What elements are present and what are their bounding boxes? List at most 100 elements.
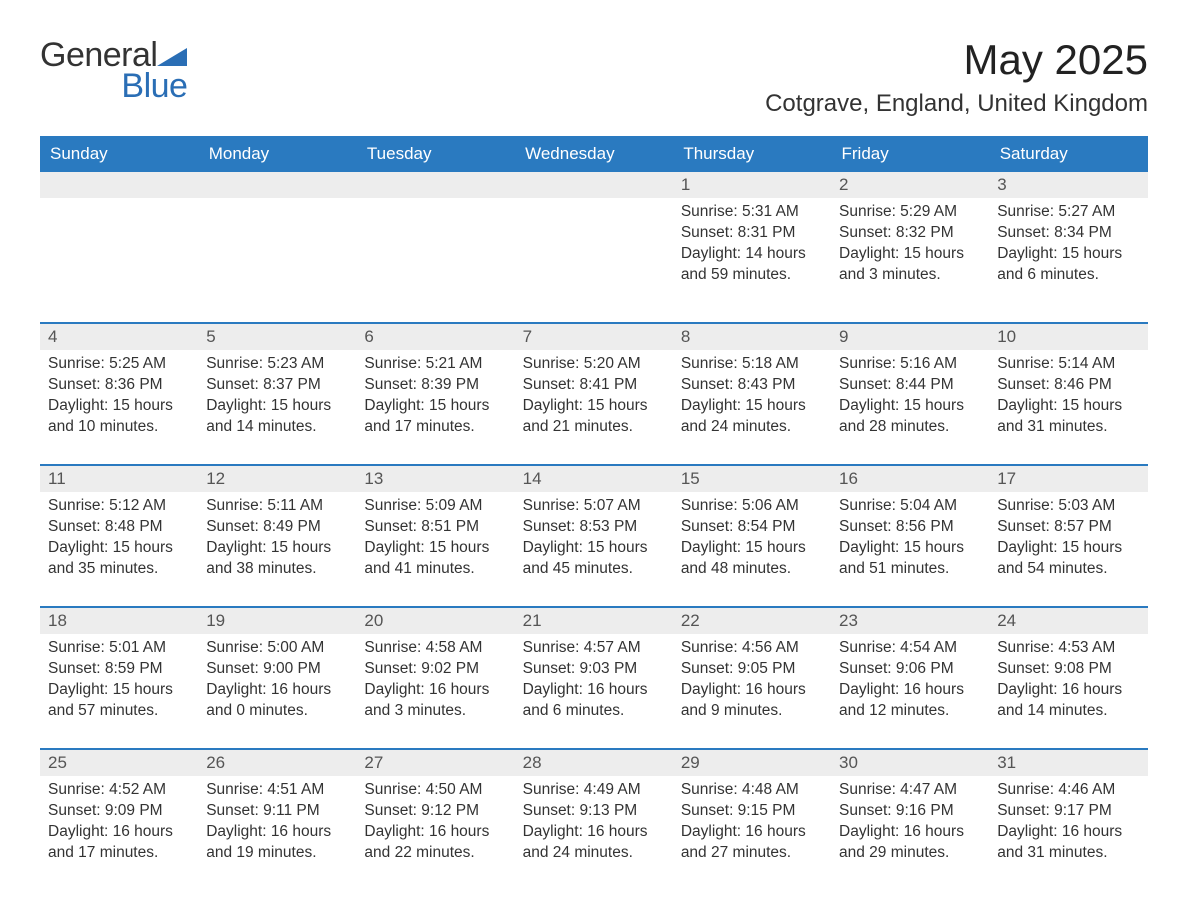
calendar-cell: 6Sunrise: 5:21 AMSunset: 8:39 PMDaylight… (356, 322, 514, 464)
calendar-row: 1Sunrise: 5:31 AMSunset: 8:31 PMDaylight… (40, 172, 1148, 322)
day-number-bar: 17 (989, 464, 1147, 492)
sunrise-line: Sunrise: 4:56 AM (681, 638, 823, 659)
sunset-line: Sunset: 8:51 PM (364, 517, 506, 538)
calendar-cell: 9Sunrise: 5:16 AMSunset: 8:44 PMDaylight… (831, 322, 989, 464)
sunset-line: Sunset: 9:09 PM (48, 801, 190, 822)
day-body: Sunrise: 5:18 AMSunset: 8:43 PMDaylight:… (673, 350, 831, 444)
sunrise-line: Sunrise: 5:16 AM (839, 354, 981, 375)
calendar-cell: 1Sunrise: 5:31 AMSunset: 8:31 PMDaylight… (673, 172, 831, 322)
daylight-line: Daylight: 15 hours and 17 minutes. (364, 396, 506, 438)
day-body: Sunrise: 4:49 AMSunset: 9:13 PMDaylight:… (515, 776, 673, 870)
daylight-line: Daylight: 15 hours and 54 minutes. (997, 538, 1139, 580)
sunset-line: Sunset: 9:06 PM (839, 659, 981, 680)
daylight-line: Daylight: 15 hours and 45 minutes. (523, 538, 665, 580)
day-body: Sunrise: 5:29 AMSunset: 8:32 PMDaylight:… (831, 198, 989, 292)
sunrise-line: Sunrise: 5:18 AM (681, 354, 823, 375)
day-number-bar: 26 (198, 748, 356, 776)
day-number-bar: 23 (831, 606, 989, 634)
sunset-line: Sunset: 8:46 PM (997, 375, 1139, 396)
daylight-line: Daylight: 15 hours and 28 minutes. (839, 396, 981, 438)
calendar-cell: 19Sunrise: 5:00 AMSunset: 9:00 PMDayligh… (198, 606, 356, 748)
sunset-line: Sunset: 8:53 PM (523, 517, 665, 538)
sunset-line: Sunset: 8:48 PM (48, 517, 190, 538)
day-number-bar: 6 (356, 322, 514, 350)
sunrise-line: Sunrise: 5:03 AM (997, 496, 1139, 517)
daylight-line: Daylight: 15 hours and 24 minutes. (681, 396, 823, 438)
sunrise-line: Sunrise: 5:25 AM (48, 354, 190, 375)
sunrise-line: Sunrise: 5:23 AM (206, 354, 348, 375)
sunrise-line: Sunrise: 4:52 AM (48, 780, 190, 801)
daylight-line: Daylight: 16 hours and 6 minutes. (523, 680, 665, 722)
daylight-line: Daylight: 15 hours and 3 minutes. (839, 244, 981, 286)
day-body: Sunrise: 5:04 AMSunset: 8:56 PMDaylight:… (831, 492, 989, 586)
sunset-line: Sunset: 9:15 PM (681, 801, 823, 822)
sunrise-line: Sunrise: 4:50 AM (364, 780, 506, 801)
weekday-header: Thursday (673, 136, 831, 172)
day-number-bar: 19 (198, 606, 356, 634)
daylight-line: Daylight: 15 hours and 21 minutes. (523, 396, 665, 438)
day-body: Sunrise: 5:09 AMSunset: 8:51 PMDaylight:… (356, 492, 514, 586)
day-body (356, 198, 514, 208)
daylight-line: Daylight: 15 hours and 6 minutes. (997, 244, 1139, 286)
sunrise-line: Sunrise: 5:09 AM (364, 496, 506, 517)
day-number-bar: 2 (831, 172, 989, 198)
daylight-line: Daylight: 15 hours and 31 minutes. (997, 396, 1139, 438)
daylight-line: Daylight: 16 hours and 22 minutes. (364, 822, 506, 864)
calendar-cell: 31Sunrise: 4:46 AMSunset: 9:17 PMDayligh… (989, 748, 1147, 890)
daylight-line: Daylight: 15 hours and 48 minutes. (681, 538, 823, 580)
weekday-header: Saturday (989, 136, 1147, 172)
daylight-line: Daylight: 16 hours and 3 minutes. (364, 680, 506, 722)
day-number-bar: 15 (673, 464, 831, 492)
day-body: Sunrise: 5:20 AMSunset: 8:41 PMDaylight:… (515, 350, 673, 444)
day-number-bar: 21 (515, 606, 673, 634)
daylight-line: Daylight: 15 hours and 57 minutes. (48, 680, 190, 722)
day-body: Sunrise: 5:27 AMSunset: 8:34 PMDaylight:… (989, 198, 1147, 292)
sunset-line: Sunset: 8:49 PM (206, 517, 348, 538)
sunrise-line: Sunrise: 4:58 AM (364, 638, 506, 659)
sunset-line: Sunset: 8:41 PM (523, 375, 665, 396)
daylight-line: Daylight: 16 hours and 31 minutes. (997, 822, 1139, 864)
day-body (40, 198, 198, 208)
page-subtitle: Cotgrave, England, United Kingdom (765, 90, 1148, 118)
day-number-bar: 13 (356, 464, 514, 492)
sunset-line: Sunset: 8:54 PM (681, 517, 823, 538)
day-number-bar: 20 (356, 606, 514, 634)
daylight-line: Daylight: 15 hours and 41 minutes. (364, 538, 506, 580)
day-number-bar: 16 (831, 464, 989, 492)
daylight-line: Daylight: 16 hours and 24 minutes. (523, 822, 665, 864)
day-body: Sunrise: 5:01 AMSunset: 8:59 PMDaylight:… (40, 634, 198, 728)
daylight-line: Daylight: 15 hours and 35 minutes. (48, 538, 190, 580)
calendar-cell: 24Sunrise: 4:53 AMSunset: 9:08 PMDayligh… (989, 606, 1147, 748)
calendar-cell: 22Sunrise: 4:56 AMSunset: 9:05 PMDayligh… (673, 606, 831, 748)
calendar-cell: 20Sunrise: 4:58 AMSunset: 9:02 PMDayligh… (356, 606, 514, 748)
sunset-line: Sunset: 9:08 PM (997, 659, 1139, 680)
day-number-bar: 18 (40, 606, 198, 634)
sunset-line: Sunset: 8:59 PM (48, 659, 190, 680)
day-body: Sunrise: 5:00 AMSunset: 9:00 PMDaylight:… (198, 634, 356, 728)
calendar-page: General Blue May 2025 Cotgrave, England,… (0, 0, 1188, 890)
weekday-header-row: Sunday Monday Tuesday Wednesday Thursday… (40, 136, 1148, 172)
day-number-bar (515, 172, 673, 198)
sunset-line: Sunset: 8:31 PM (681, 223, 823, 244)
calendar-cell: 25Sunrise: 4:52 AMSunset: 9:09 PMDayligh… (40, 748, 198, 890)
daylight-line: Daylight: 15 hours and 51 minutes. (839, 538, 981, 580)
daylight-line: Daylight: 16 hours and 27 minutes. (681, 822, 823, 864)
day-body: Sunrise: 4:56 AMSunset: 9:05 PMDaylight:… (673, 634, 831, 728)
weekday-header: Wednesday (515, 136, 673, 172)
calendar-cell (40, 172, 198, 322)
day-body: Sunrise: 5:12 AMSunset: 8:48 PMDaylight:… (40, 492, 198, 586)
sunrise-line: Sunrise: 5:04 AM (839, 496, 981, 517)
sunrise-line: Sunrise: 4:51 AM (206, 780, 348, 801)
sunrise-line: Sunrise: 5:01 AM (48, 638, 190, 659)
calendar-cell (515, 172, 673, 322)
sunset-line: Sunset: 9:17 PM (997, 801, 1139, 822)
day-number-bar: 5 (198, 322, 356, 350)
calendar-cell: 27Sunrise: 4:50 AMSunset: 9:12 PMDayligh… (356, 748, 514, 890)
sunset-line: Sunset: 8:32 PM (839, 223, 981, 244)
daylight-line: Daylight: 16 hours and 17 minutes. (48, 822, 190, 864)
day-number-bar: 7 (515, 322, 673, 350)
logo-text: General Blue (40, 36, 187, 106)
sunrise-line: Sunrise: 4:47 AM (839, 780, 981, 801)
sunset-line: Sunset: 8:39 PM (364, 375, 506, 396)
daylight-line: Daylight: 15 hours and 38 minutes. (206, 538, 348, 580)
